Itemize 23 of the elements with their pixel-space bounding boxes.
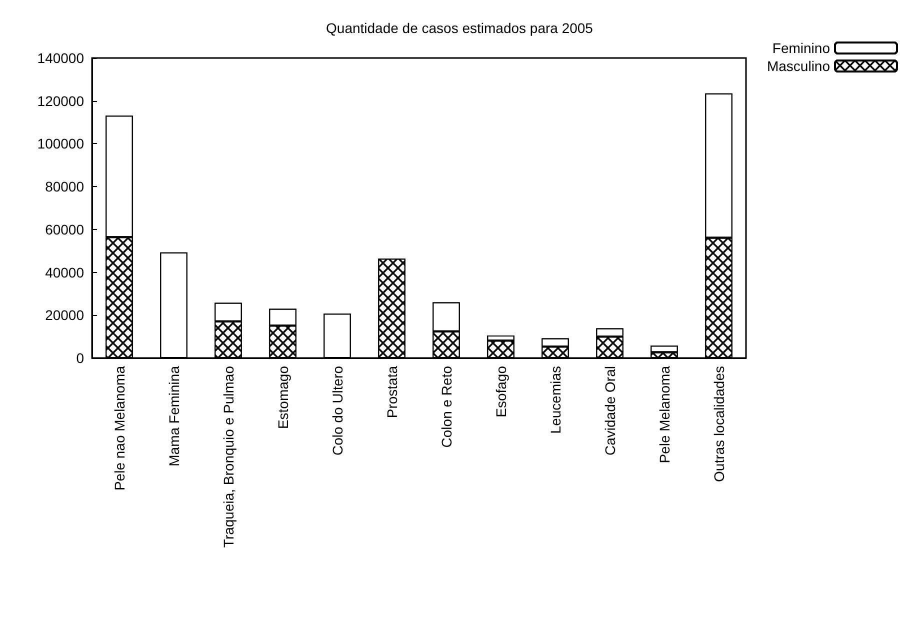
y-tick-label: 20000 [45,307,84,324]
x-tick-label: Estomago [274,366,291,430]
legend-label: Feminino [772,40,830,56]
y-tick-label: 40000 [45,264,84,280]
x-tick-label: Leucemias [547,366,564,434]
x-tick-label: Traqueia, Bronquio e Pulmao [220,366,236,548]
y-tick-label: 140000 [37,50,84,66]
legend-label: Masculino [766,58,830,74]
x-tick-label: Prostata [384,366,400,418]
x-tick-label: Mama Feminina [166,366,182,466]
x-tick-label: Pele nao Melanoma [111,366,128,491]
x-tick-label: Esofago [492,366,509,418]
y-tick-label: 100000 [37,136,84,152]
y-tick-label: 60000 [45,221,84,238]
y-tick-label: 0 [76,350,84,366]
x-tick-label: Cavidade Oral [602,366,618,456]
y-tick-label: 80000 [45,178,84,195]
x-tick-label: Pele Melanoma [656,366,672,464]
x-tick-label: Outras localidades [710,366,727,482]
y-tick-label: 120000 [37,92,84,109]
x-tick-label: Colon e Reto [438,366,454,448]
chart-title: Quantidade de casos estimados para 2005 [326,20,594,36]
x-tick-label: Colo do Ultero [329,366,346,456]
